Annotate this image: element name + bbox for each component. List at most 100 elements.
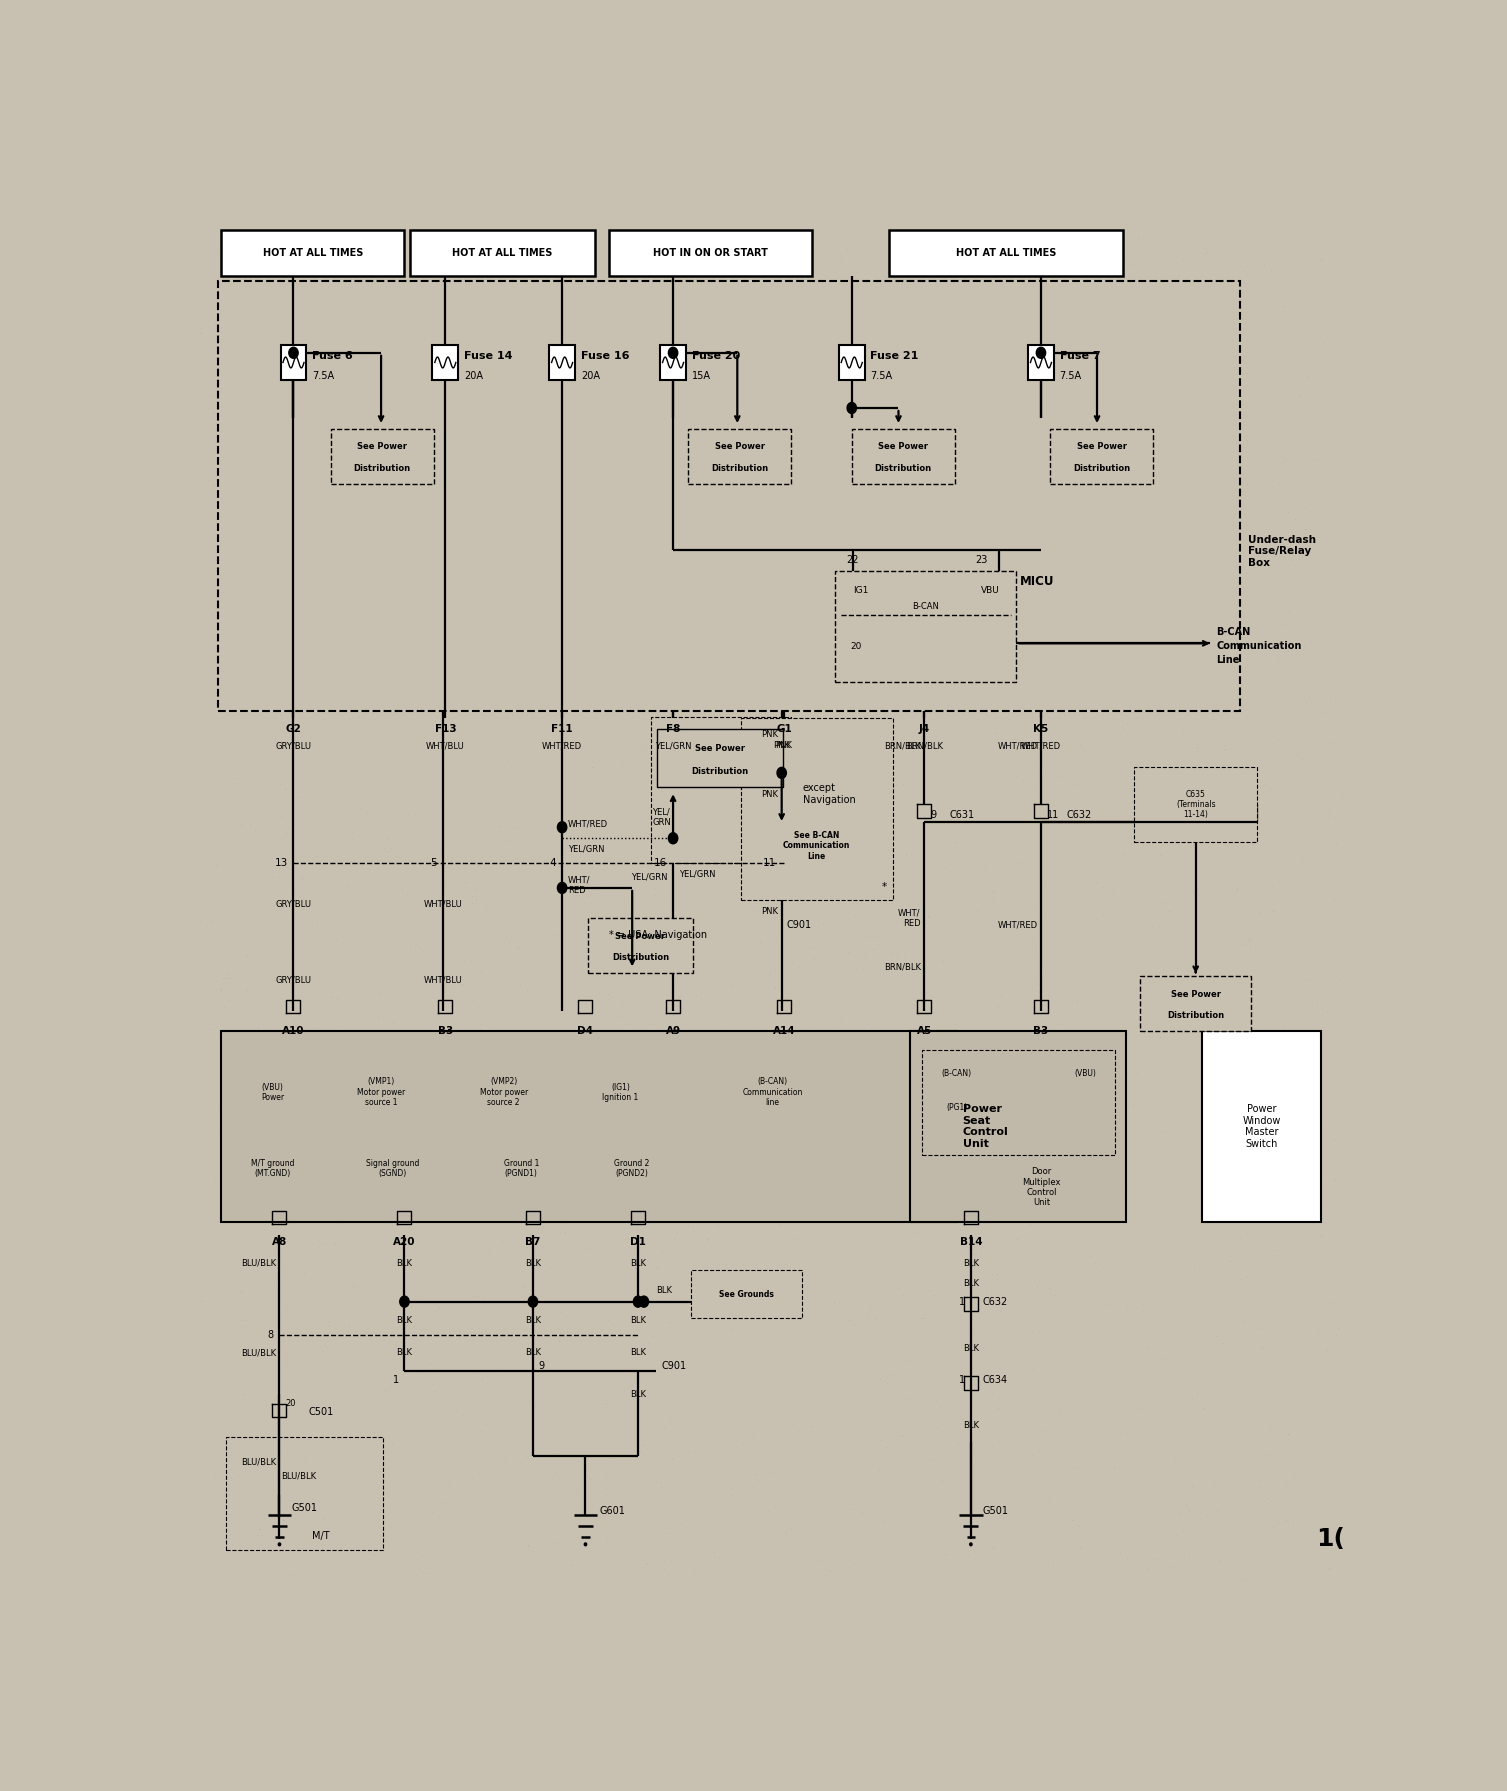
Point (850, 1429, 874, 1458)
Point (196, 1311, 220, 1340)
Point (330, 949, 354, 978)
Point (767, 1363, 791, 1392)
Point (972, 340, 996, 369)
Point (1269, 693, 1293, 722)
Point (930, 1449, 954, 1478)
Point (478, 240, 502, 269)
Point (1106, 371, 1130, 399)
Point (876, 1558, 900, 1587)
Point (886, 1535, 910, 1564)
Point (903, 387, 927, 416)
Point (366, 1472, 390, 1501)
Point (458, 682, 482, 711)
Point (378, 835, 402, 863)
Point (407, 1397, 431, 1426)
Point (752, 632, 776, 661)
Point (368, 476, 392, 505)
Point (921, 1562, 945, 1590)
Point (800, 566, 824, 595)
Point (1032, 1076, 1056, 1105)
Point (273, 822, 297, 851)
Point (1293, 516, 1317, 544)
Point (1111, 1560, 1135, 1589)
Point (1328, 1026, 1352, 1055)
Point (867, 1542, 891, 1571)
Point (487, 378, 511, 407)
Point (413, 270, 437, 299)
Point (1308, 1221, 1332, 1250)
Point (297, 686, 321, 715)
Point (503, 1245, 527, 1273)
Point (977, 947, 1001, 976)
Point (622, 656, 647, 684)
Point (422, 910, 446, 938)
Point (576, 611, 600, 639)
Point (1279, 380, 1304, 408)
Point (365, 1166, 389, 1195)
Point (1319, 281, 1343, 310)
Point (954, 1202, 978, 1230)
Point (461, 534, 485, 562)
Point (675, 217, 699, 245)
Point (1216, 650, 1240, 679)
Point (782, 518, 806, 546)
Point (1123, 573, 1147, 602)
Point (1197, 643, 1221, 672)
Point (874, 1363, 898, 1392)
Point (931, 947, 955, 976)
Point (318, 1359, 342, 1388)
Point (784, 1524, 808, 1553)
Point (431, 534, 455, 562)
Point (636, 1329, 660, 1358)
Point (1295, 224, 1319, 253)
Point (1290, 795, 1314, 824)
Point (788, 731, 812, 759)
Point (576, 881, 600, 910)
Point (443, 1347, 467, 1375)
Point (1319, 1066, 1343, 1094)
Point (356, 484, 380, 512)
Point (1064, 1349, 1088, 1377)
Point (1099, 1530, 1123, 1558)
Point (937, 1250, 961, 1279)
Point (588, 810, 612, 838)
Point (487, 532, 511, 561)
Point (322, 1230, 347, 1259)
Point (1029, 1227, 1053, 1255)
Point (434, 1035, 458, 1064)
Point (1112, 306, 1136, 335)
Point (574, 1121, 598, 1150)
Point (470, 480, 494, 509)
Point (966, 1209, 990, 1238)
Point (515, 1232, 540, 1261)
Point (630, 946, 654, 974)
Point (793, 458, 817, 487)
Point (234, 1001, 258, 1030)
Point (481, 1313, 505, 1341)
Point (1323, 1125, 1347, 1153)
Point (533, 664, 558, 693)
Point (1070, 847, 1094, 876)
Point (259, 1112, 283, 1141)
Point (692, 1205, 716, 1234)
Point (996, 1162, 1020, 1191)
Point (574, 973, 598, 1001)
Point (457, 765, 481, 793)
Point (372, 1374, 396, 1402)
Text: BRN/BLK: BRN/BLK (883, 741, 921, 750)
Point (289, 1393, 313, 1422)
Point (434, 1033, 458, 1062)
Point (338, 536, 362, 564)
Point (600, 598, 624, 627)
Point (1243, 806, 1267, 835)
Point (630, 1379, 654, 1408)
Point (848, 428, 873, 457)
Point (241, 1311, 265, 1340)
Point (1186, 1304, 1210, 1333)
Point (1058, 1093, 1082, 1121)
Text: BLK: BLK (630, 1349, 647, 1358)
Point (345, 510, 369, 539)
Point (996, 550, 1020, 578)
Point (562, 1338, 586, 1367)
Point (1331, 1141, 1355, 1170)
